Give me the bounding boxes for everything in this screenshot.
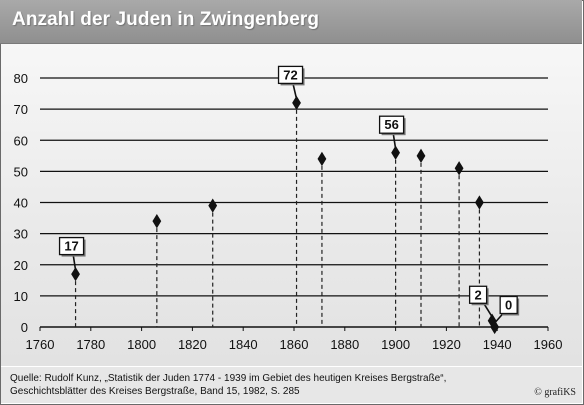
data-label-pointer: [494, 312, 504, 324]
y-tick-label: 0: [21, 320, 28, 335]
y-tick-label: 50: [14, 164, 28, 179]
x-tick-label: 1880: [330, 337, 359, 352]
data-label-box: [58, 236, 85, 256]
source-line-2: Geschichtsblätter des Kreises Bergstraße…: [10, 386, 300, 397]
data-labels: 17 72 56 2 0: [58, 65, 520, 324]
x-tick-label: 1940: [483, 337, 512, 352]
y-tick-label: 40: [14, 196, 28, 211]
data-label-box: [468, 285, 488, 304]
data-label-box: [499, 295, 518, 315]
chart-title: Anzahl der Juden in Zwingenberg: [12, 9, 320, 30]
data-label: 56: [378, 115, 406, 149]
x-tick-label: 1820: [178, 337, 207, 352]
data-point: [487, 313, 497, 328]
x-tick-label: 1760: [26, 337, 55, 352]
data-point: [152, 214, 162, 229]
data-point: [292, 95, 301, 111]
data-label: 0: [494, 295, 520, 324]
x-tick-label: 1860: [280, 337, 309, 352]
data-label: 72: [277, 65, 305, 100]
data-label-box: [277, 65, 304, 85]
y-tick-label: 30: [14, 227, 28, 242]
x-tick-label: 1800: [127, 337, 156, 352]
data-points: [71, 95, 500, 335]
drop-lines: [74, 102, 493, 327]
x-tick-label: 1900: [381, 337, 410, 352]
data-point: [454, 161, 464, 176]
data-label-box: [378, 115, 405, 134]
y-axis-ticks: 0 10 20 30 40 50 60 70 80: [14, 71, 28, 335]
data-point: [416, 148, 426, 163]
plot-background: [1, 44, 582, 366]
x-axis-ticks: 1760 1780 1800 1820 1840 1860 1880 1900 1920 1940…: [26, 327, 563, 352]
data-point: [71, 266, 80, 282]
title-bar: Anzahl der Juden in Zwingenberg: [0, 0, 582, 44]
data-point: [391, 145, 400, 160]
y-tick-label: 70: [14, 102, 28, 117]
copyright-logo: © grafiKS: [534, 387, 576, 398]
data-point: [317, 151, 327, 167]
data-label-pointer: [72, 254, 77, 271]
y-tick-label: 10: [14, 289, 28, 304]
y-tick-label: 80: [14, 71, 28, 86]
data-label-text: 56: [384, 117, 398, 132]
data-point: [208, 198, 218, 213]
data-label-text: 17: [64, 239, 78, 254]
data-label-text: 72: [283, 67, 297, 82]
y-tick-label: 20: [14, 258, 28, 273]
data-point: [490, 319, 500, 335]
data-point: [475, 195, 484, 210]
data-label: 2: [468, 285, 493, 318]
x-tick-label: 1920: [432, 337, 461, 352]
data-label-pointer: [483, 302, 493, 318]
footer-band: [1, 367, 582, 403]
data-label-pointer: [392, 133, 397, 149]
x-tick-label: 1960: [534, 337, 563, 352]
data-label-pointer: [292, 83, 298, 100]
y-tick-label: 60: [14, 133, 28, 148]
source-note: Quelle: Rudolf Kunz, „Statistik der Jude…: [10, 372, 530, 398]
x-tick-label: 1780: [76, 337, 105, 352]
data-label-text: 0: [505, 298, 512, 313]
data-label-text: 2: [475, 287, 482, 302]
source-line-1: Quelle: Rudolf Kunz, „Statistik der Jude…: [10, 373, 447, 384]
data-label: 17: [58, 236, 86, 271]
grid-lines: [40, 77, 548, 328]
x-tick-label: 1840: [229, 337, 258, 352]
